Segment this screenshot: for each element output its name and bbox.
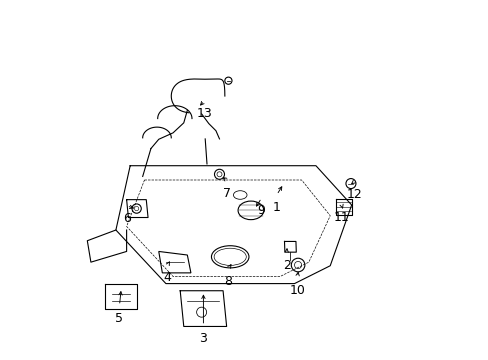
Text: 4: 4 <box>163 271 171 284</box>
Text: 5: 5 <box>115 312 123 325</box>
Text: 6: 6 <box>122 212 130 225</box>
Text: 10: 10 <box>289 284 305 297</box>
Text: 2: 2 <box>282 259 290 272</box>
Text: 11: 11 <box>333 211 349 224</box>
Text: 1: 1 <box>272 202 280 215</box>
Text: 7: 7 <box>223 187 231 200</box>
Text: 8: 8 <box>224 275 232 288</box>
Text: 12: 12 <box>346 188 362 201</box>
Text: 13: 13 <box>196 107 212 120</box>
Text: 3: 3 <box>199 332 207 345</box>
Text: 9: 9 <box>257 204 265 217</box>
